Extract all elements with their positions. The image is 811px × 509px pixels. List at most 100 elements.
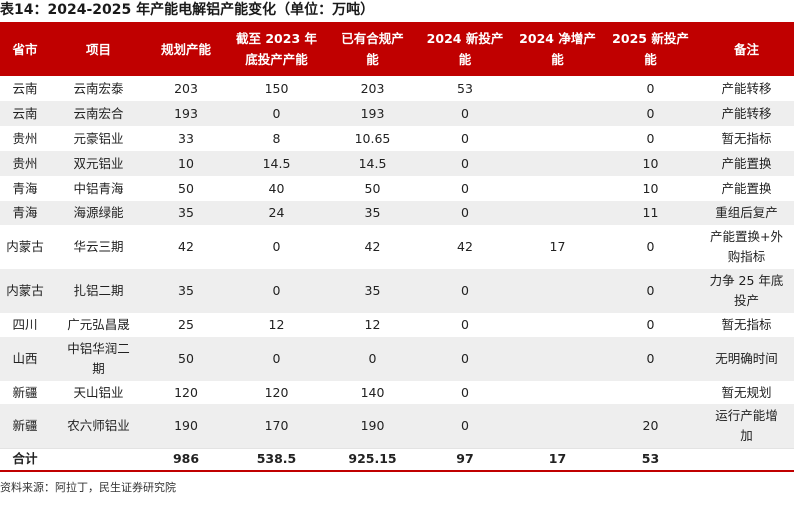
cell-planned: 203 (147, 76, 225, 101)
cell-new-2024: 0 (417, 404, 513, 448)
cell-remark: 产能转移 (699, 76, 794, 101)
cell-province: 新疆 (0, 404, 50, 448)
total-compliant: 925.15 (328, 447, 417, 472)
cell-operating-2023: 0 (225, 101, 328, 126)
cell-operating-2023: 170 (225, 404, 328, 448)
total-new-2024: 97 (417, 447, 513, 472)
cell-planned: 33 (147, 126, 225, 151)
cell-new-2024: 0 (417, 176, 513, 201)
cell-new-2024: 0 (417, 201, 513, 225)
cell-new-2024: 0 (417, 269, 513, 313)
table-row: 云南 云南宏合 193 0 193 0 0 产能转移 (0, 101, 794, 126)
cell-planned: 42 (147, 225, 225, 269)
total-operating-2023: 538.5 (225, 447, 328, 472)
cell-net-2024: 17 (513, 225, 602, 269)
cell-compliant: 203 (328, 76, 417, 101)
col-header-province: 省市 (0, 22, 50, 76)
cell-new-2025: 0 (602, 126, 699, 151)
cell-compliant: 35 (328, 269, 417, 313)
cell-compliant: 140 (328, 381, 417, 404)
cell-new-2024: 0 (417, 313, 513, 337)
total-cell-project (50, 447, 147, 472)
cell-project: 扎铝二期 (50, 269, 147, 313)
cell-operating-2023: 0 (225, 225, 328, 269)
table-row: 新疆 天山铝业 120 120 140 0 暂无规划 (0, 381, 794, 404)
cell-compliant: 0 (328, 337, 417, 381)
cell-new-2024: 0 (417, 126, 513, 151)
total-label: 合计 (0, 447, 50, 472)
cell-new-2025 (602, 381, 699, 404)
cell-net-2024 (513, 101, 602, 126)
cell-province: 云南 (0, 76, 50, 101)
cell-net-2024 (513, 404, 602, 448)
cell-net-2024 (513, 176, 602, 201)
col-header-planned: 规划产能 (147, 22, 225, 76)
cell-net-2024 (513, 201, 602, 225)
cell-compliant: 14.5 (328, 151, 417, 176)
cell-new-2024: 42 (417, 225, 513, 269)
cell-province: 内蒙古 (0, 225, 50, 269)
cell-province: 贵州 (0, 126, 50, 151)
cell-planned: 50 (147, 337, 225, 381)
table-row: 贵州 元豪铝业 33 8 10.65 0 0 暂无指标 (0, 126, 794, 151)
cell-project: 双元铝业 (50, 151, 147, 176)
cell-operating-2023: 40 (225, 176, 328, 201)
cell-net-2024 (513, 313, 602, 337)
cell-new-2025: 10 (602, 176, 699, 201)
total-row: 合计 986 538.5 925.15 97 17 53 (0, 447, 794, 472)
cell-compliant: 190 (328, 404, 417, 448)
table-header-row: 省市 项目 规划产能 截至 2023 年 底投产产能 已有合规产 能 2024 … (0, 22, 794, 76)
cell-net-2024 (513, 337, 602, 381)
cell-new-2024: 53 (417, 76, 513, 101)
table-row: 山西 中铝华润二 期 50 0 0 0 0 无明确时间 (0, 337, 794, 381)
cell-operating-2023: 12 (225, 313, 328, 337)
col-header-net-2024: 2024 净增产 能 (513, 22, 602, 76)
cell-new-2025: 11 (602, 201, 699, 225)
table-title: 表14：2024-2025 年产能电解铝产能变化（单位：万吨） (0, 2, 375, 18)
cell-remark: 产能置换 (699, 151, 794, 176)
cell-province: 云南 (0, 101, 50, 126)
cell-remark: 运行产能增 加 (699, 404, 794, 448)
cell-province: 贵州 (0, 151, 50, 176)
cell-province: 山西 (0, 337, 50, 381)
cell-new-2025: 0 (602, 337, 699, 381)
cell-planned: 35 (147, 201, 225, 225)
col-header-remark: 备注 (699, 22, 794, 76)
table-row: 贵州 双元铝业 10 14.5 14.5 0 10 产能置换 (0, 151, 794, 176)
cell-remark: 暂无指标 (699, 313, 794, 337)
cell-operating-2023: 14.5 (225, 151, 328, 176)
cell-province: 青海 (0, 176, 50, 201)
cell-compliant: 42 (328, 225, 417, 269)
table-row: 云南 云南宏泰 203 150 203 53 0 产能转移 (0, 76, 794, 101)
cell-net-2024 (513, 151, 602, 176)
cell-province: 内蒙古 (0, 269, 50, 313)
cell-new-2025: 20 (602, 404, 699, 448)
cell-project: 元豪铝业 (50, 126, 147, 151)
total-new-2025: 53 (602, 447, 699, 472)
cell-project: 天山铝业 (50, 381, 147, 404)
cell-new-2025: 0 (602, 76, 699, 101)
cell-project: 云南宏泰 (50, 76, 147, 101)
cell-planned: 190 (147, 404, 225, 448)
cell-project: 广元弘昌晟 (50, 313, 147, 337)
col-header-new-2025: 2025 新投产 能 (602, 22, 699, 76)
cell-operating-2023: 150 (225, 76, 328, 101)
cell-planned: 25 (147, 313, 225, 337)
capacity-table: 省市 项目 规划产能 截至 2023 年 底投产产能 已有合规产 能 2024 … (0, 22, 794, 472)
total-planned: 986 (147, 447, 225, 472)
table-row: 四川 广元弘昌晟 25 12 12 0 0 暂无指标 (0, 313, 794, 337)
table-row: 青海 海源绿能 35 24 35 0 11 重组后复产 (0, 201, 794, 225)
cell-new-2024: 0 (417, 381, 513, 404)
cell-compliant: 50 (328, 176, 417, 201)
cell-remark: 暂无指标 (699, 126, 794, 151)
cell-net-2024 (513, 381, 602, 404)
source-note: 资料来源：阿拉丁，民生证券研究院 (0, 481, 176, 494)
table-row: 内蒙古 扎铝二期 35 0 35 0 0 力争 25 年底 投产 (0, 269, 794, 313)
cell-new-2025: 0 (602, 313, 699, 337)
cell-compliant: 35 (328, 201, 417, 225)
cell-project: 云南宏合 (50, 101, 147, 126)
total-remark (699, 447, 794, 472)
cell-new-2024: 0 (417, 337, 513, 381)
cell-project: 中铝华润二 期 (50, 337, 147, 381)
total-net-2024: 17 (513, 447, 602, 472)
